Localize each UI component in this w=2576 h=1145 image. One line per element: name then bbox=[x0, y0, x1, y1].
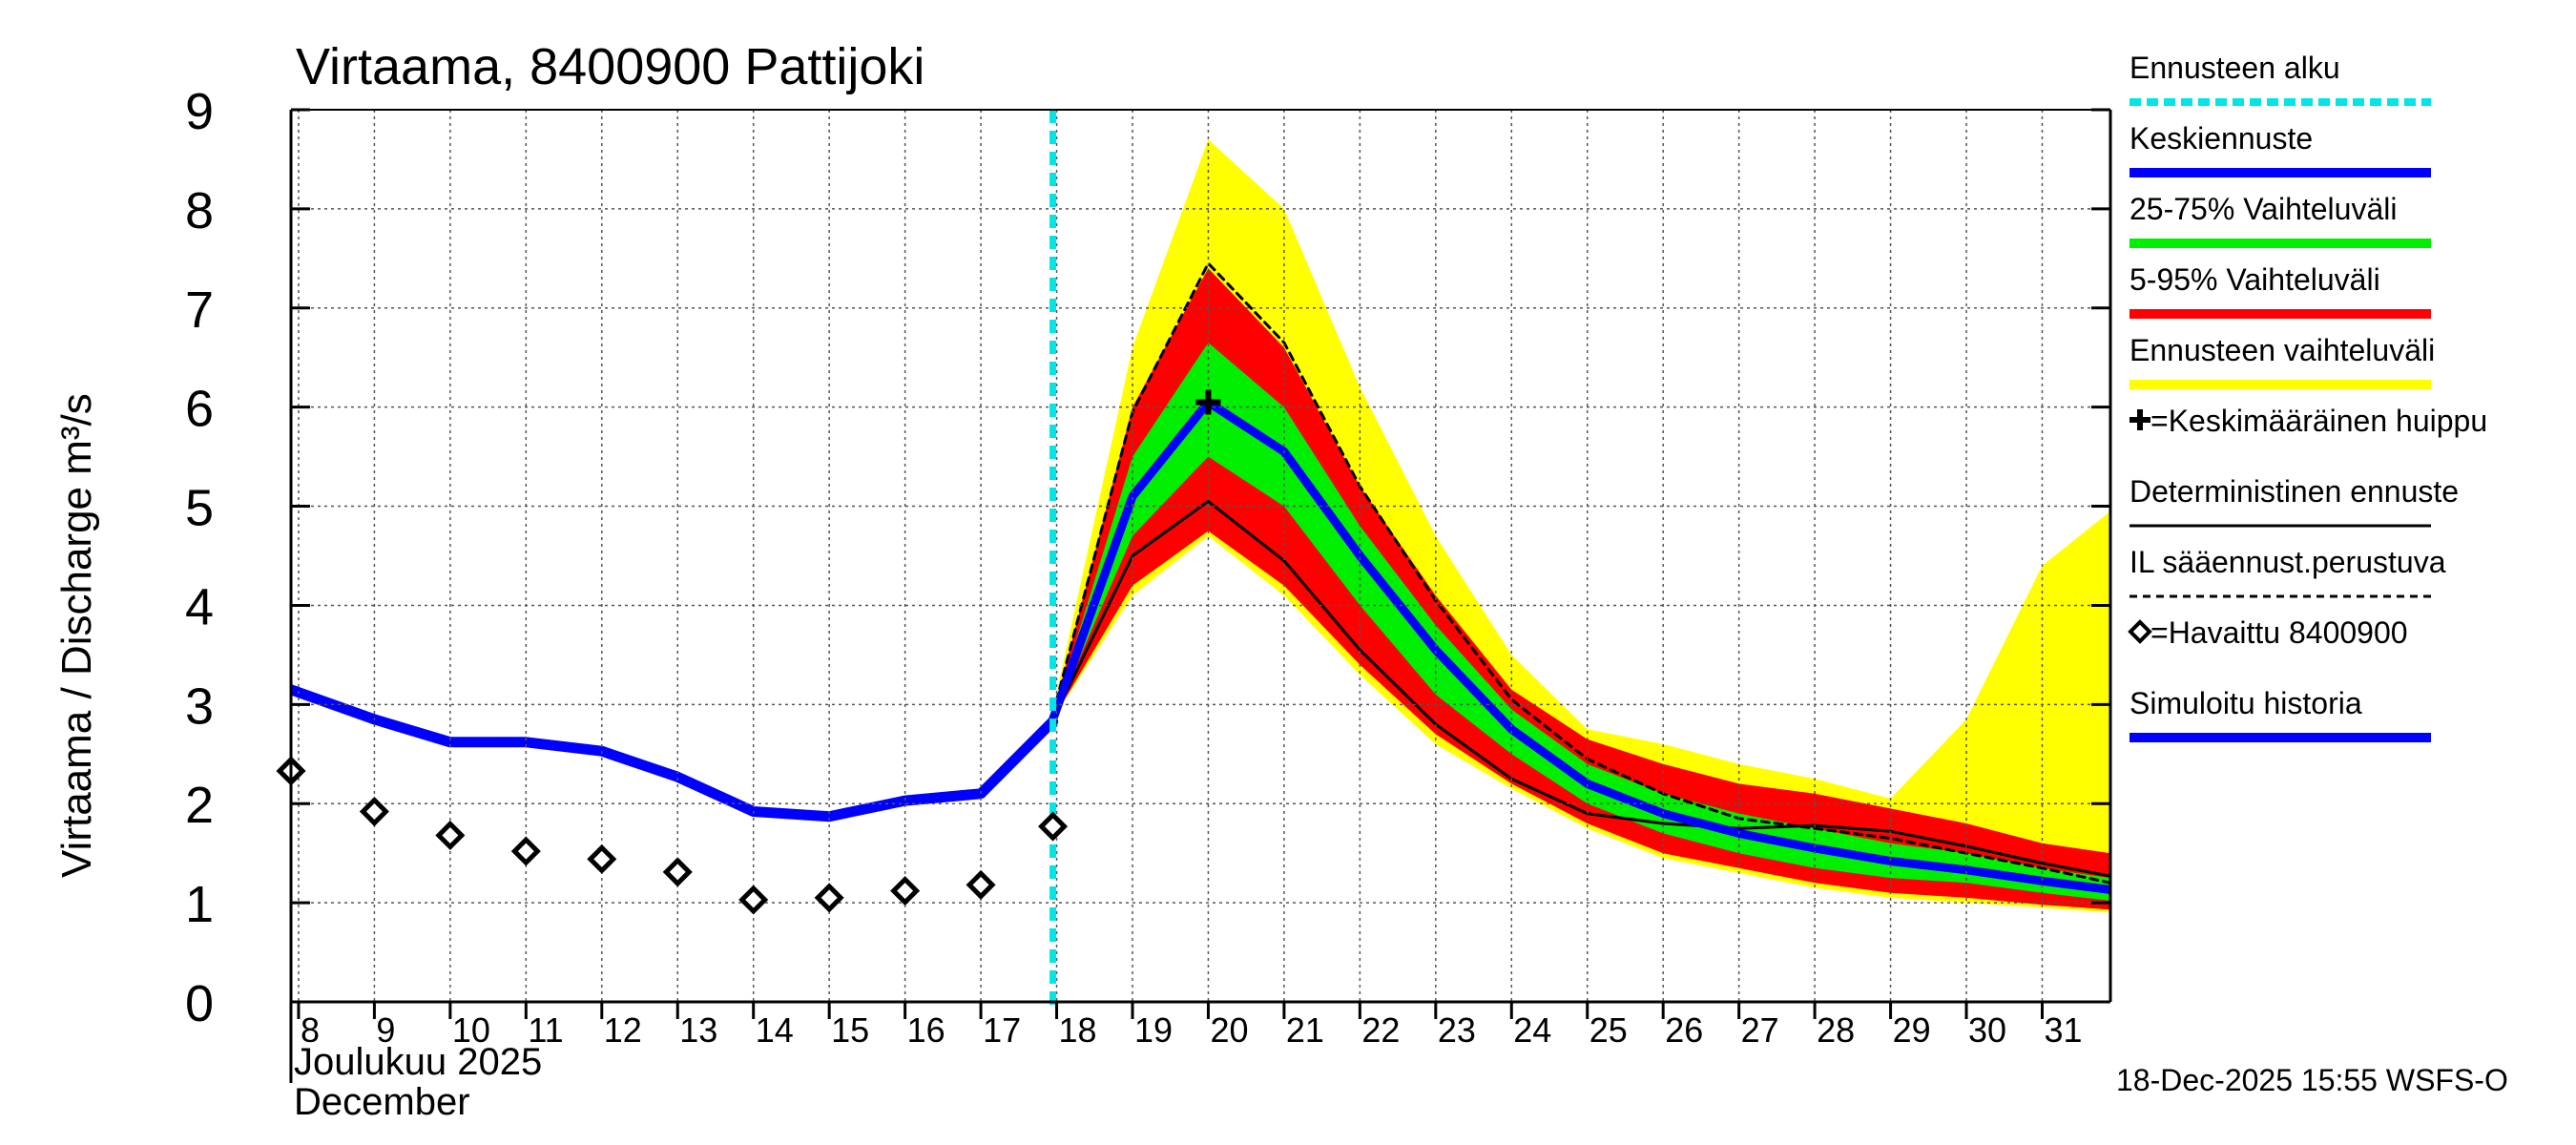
observed-point-marker bbox=[814, 883, 844, 913]
mean-forecast-line bbox=[1049, 398, 2110, 895]
range-5-95-band bbox=[1052, 268, 2110, 910]
y-tick-label: 9 bbox=[185, 83, 214, 140]
x-tick-label: 30 bbox=[1968, 1010, 2006, 1050]
plot-content bbox=[291, 139, 2110, 913]
legend-label: IL sääennust.perustuva bbox=[2129, 545, 2446, 579]
legend-peak-symbol bbox=[2129, 409, 2150, 430]
x-tick-label: 18 bbox=[1059, 1010, 1097, 1050]
x-tick-label: 25 bbox=[1589, 1010, 1628, 1050]
observed-point-marker bbox=[587, 843, 617, 874]
x-tick-label: 21 bbox=[1286, 1010, 1324, 1050]
x-tick-label: 10 bbox=[452, 1010, 490, 1050]
y-tick-label: 6 bbox=[185, 381, 214, 438]
x-tick-label: 13 bbox=[679, 1010, 717, 1050]
y-tick-label: 8 bbox=[185, 182, 214, 239]
observed-point-marker bbox=[662, 857, 693, 887]
observed-point-marker bbox=[435, 820, 466, 851]
legend-label: Ennusteen alku bbox=[2129, 51, 2340, 85]
legend-observed-symbol bbox=[2128, 619, 2152, 644]
observed-point-marker bbox=[738, 885, 769, 915]
chart-title: Virtaama, 8400900 Pattijoki bbox=[296, 38, 924, 95]
y-tick-label: 5 bbox=[185, 480, 214, 537]
legend-label: Keskiennuste bbox=[2129, 121, 2313, 156]
x-tick-label: 23 bbox=[1438, 1010, 1476, 1050]
legend-label: 25-75% Vaihteluväli bbox=[2129, 192, 2397, 226]
month-label-en: December bbox=[294, 1081, 470, 1123]
observed-point-marker bbox=[1038, 811, 1069, 842]
x-tick-label: 24 bbox=[1513, 1010, 1551, 1050]
y-tick-label: 0 bbox=[185, 975, 214, 1032]
x-tick-label: 12 bbox=[604, 1010, 642, 1050]
observed-point-marker bbox=[510, 836, 541, 866]
x-tick-label: 27 bbox=[1741, 1010, 1779, 1050]
y-tick-label: 4 bbox=[185, 578, 214, 635]
x-tick-label: 28 bbox=[1817, 1010, 1855, 1050]
y-tick-label: 2 bbox=[185, 777, 214, 834]
x-tick-label: 19 bbox=[1134, 1010, 1173, 1050]
x-tick-label: 26 bbox=[1665, 1010, 1703, 1050]
x-tick-label: 16 bbox=[907, 1010, 945, 1050]
month-label-fi: Joulukuu 2025 bbox=[294, 1041, 542, 1083]
legend-label: =Havaittu 8400900 bbox=[2150, 615, 2408, 650]
legend-label: =Keskimääräinen huippu bbox=[2150, 404, 2487, 438]
y-tick-label: 7 bbox=[185, 281, 214, 339]
x-tick-label: 11 bbox=[528, 1010, 563, 1050]
legend-label: 5-95% Vaihteluväli bbox=[2129, 262, 2380, 297]
forecast-full-range-band bbox=[1052, 139, 2110, 913]
observed-point-marker bbox=[359, 796, 389, 827]
x-tick-label: 9 bbox=[376, 1010, 395, 1050]
y-tick-label: 1 bbox=[185, 876, 214, 933]
x-tick-label: 15 bbox=[831, 1010, 869, 1050]
x-tick-label: 29 bbox=[1893, 1010, 1931, 1050]
mean-peak-marker bbox=[1195, 389, 1221, 415]
simulated-history-line bbox=[291, 684, 1059, 822]
x-tick-label: 20 bbox=[1210, 1010, 1248, 1050]
x-tick-label: 31 bbox=[2044, 1010, 2082, 1050]
timestamp: 18-Dec-2025 15:55 WSFS-O bbox=[2116, 1063, 2508, 1097]
x-tick-label: 22 bbox=[1361, 1010, 1400, 1050]
x-tick-label: 14 bbox=[756, 1010, 794, 1050]
x-tick-label: 8 bbox=[301, 1010, 320, 1050]
range-25-75-band bbox=[1052, 343, 2110, 902]
legend-label: Deterministinen ennuste bbox=[2129, 474, 2459, 509]
legend-label: Ennusteen vaihteluväli bbox=[2129, 333, 2435, 367]
observed-point-marker bbox=[890, 876, 921, 906]
legend-label: Simuloitu historia bbox=[2129, 686, 2362, 720]
x-tick-label: 17 bbox=[983, 1010, 1021, 1050]
y-axis-label: Virtaama / Discharge m³/s bbox=[53, 393, 100, 878]
legend: Ennusteen alku Keskiennuste 25-75% Vaihtel… bbox=[2128, 51, 2487, 742]
y-tick-label: 3 bbox=[185, 677, 214, 735]
observed-point-marker bbox=[966, 869, 996, 900]
